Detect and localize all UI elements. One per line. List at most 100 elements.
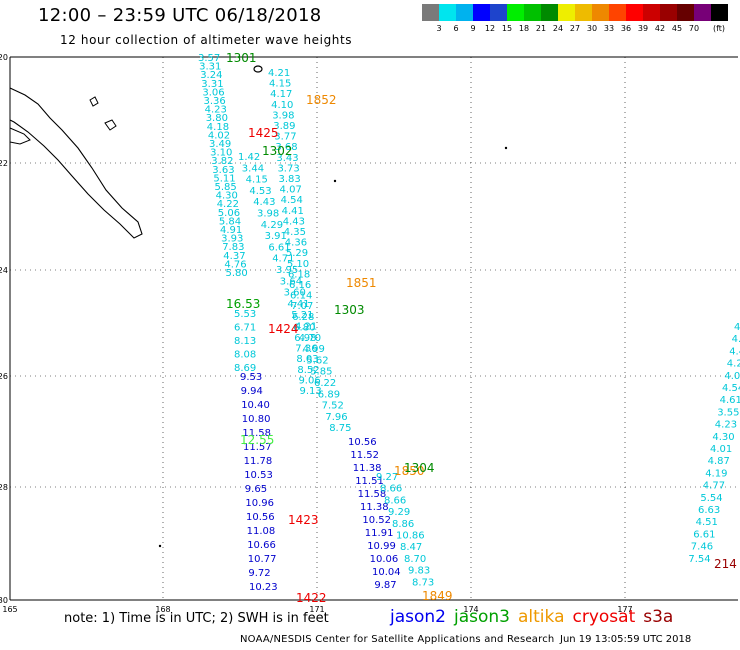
swh-value: 8.66 bbox=[380, 484, 402, 495]
swh-value: 4.29 bbox=[261, 220, 283, 231]
swh-value: 11.08 bbox=[247, 526, 276, 537]
swh-value: 10.86 bbox=[396, 531, 425, 542]
swh-value: 4.43 bbox=[729, 346, 740, 357]
legend-label: 18 bbox=[518, 24, 530, 33]
swh-value: 3.31 bbox=[199, 62, 221, 73]
swh-value: 3.24 bbox=[200, 70, 222, 81]
coastline-island bbox=[253, 65, 263, 73]
swh-value: 3.73 bbox=[277, 163, 299, 174]
swh-value: 5.06 bbox=[218, 208, 240, 219]
swh-value: 10.99 bbox=[367, 541, 396, 552]
legend-swatch bbox=[439, 4, 456, 21]
lat-tick-label: -24 bbox=[0, 266, 8, 275]
legend-label: 27 bbox=[569, 24, 581, 33]
swh-value: 8.70 bbox=[404, 554, 426, 565]
time-label: 1849 bbox=[422, 589, 453, 603]
swh-value: 3.91 bbox=[265, 231, 287, 242]
time-label: 1851 bbox=[346, 276, 377, 290]
swh-value: 4.87 bbox=[708, 456, 730, 467]
swh-value: 9.65 bbox=[245, 484, 267, 495]
legend-swatch bbox=[575, 4, 592, 21]
swh-value: 4.99 bbox=[303, 344, 325, 355]
swh-value: 4.07 bbox=[280, 185, 302, 196]
swh-value: 10.23 bbox=[249, 582, 278, 593]
legend-label: 24 bbox=[552, 24, 564, 33]
legend-label: 15 bbox=[501, 24, 513, 33]
legend-swatch bbox=[711, 4, 728, 21]
swh-value: 3.64 bbox=[280, 276, 302, 287]
legend-swatch bbox=[677, 4, 694, 21]
map-title: 12:00 – 23:59 UTC 06/18/2018 bbox=[38, 5, 322, 26]
legend-swatch bbox=[541, 4, 558, 21]
legend-swatch bbox=[490, 4, 507, 21]
swh-value: 6.16 bbox=[289, 280, 311, 291]
swh-value: 5.29 bbox=[286, 248, 308, 259]
swh-value: 6.80 bbox=[293, 322, 315, 333]
swh-value: 4.23 bbox=[715, 420, 737, 431]
swh-value: 3.44 bbox=[242, 163, 264, 174]
swh-value: 5.54 bbox=[700, 493, 722, 504]
swh-value: 11.78 bbox=[244, 456, 273, 467]
legend-swatch bbox=[524, 4, 541, 21]
swh-value: 4.28 bbox=[727, 359, 740, 370]
swh-value: 4.18 bbox=[207, 122, 229, 133]
time-label: 1301 bbox=[226, 51, 257, 65]
swh-value: 11.91 bbox=[365, 528, 394, 539]
swh-value: 6.63 bbox=[698, 505, 720, 516]
legend-label: 6 bbox=[453, 24, 459, 33]
legend-swatch bbox=[609, 4, 626, 21]
swh-value: 7.96 bbox=[325, 412, 347, 423]
swh-value: 8.69 bbox=[234, 363, 256, 374]
time-label: 1422 bbox=[296, 591, 327, 605]
swh-value: 4.37 bbox=[223, 251, 245, 262]
swh-value: 7.54 bbox=[688, 554, 710, 565]
swh-value: 9.83 bbox=[408, 566, 430, 577]
lat-tick-label: -26 bbox=[0, 372, 8, 381]
swh-value: 3.83 bbox=[279, 174, 301, 185]
swh-value: 11.38 bbox=[360, 502, 389, 513]
color-legend: 3 6 9 12 15 18 21 24 27 30 33 36 39 42 45 70 (ft) bbox=[422, 4, 728, 38]
swh-value: 4.01 bbox=[724, 371, 740, 382]
swh-value: 10.06 bbox=[370, 554, 399, 565]
lon-tick-label: 168 bbox=[155, 605, 170, 614]
coastline-islet bbox=[504, 146, 508, 150]
swh-value: 5.53 bbox=[234, 309, 256, 320]
swh-value: 3.10 bbox=[210, 148, 232, 159]
satellite-name: s3a bbox=[643, 607, 674, 627]
satellite-name: cryosat bbox=[572, 607, 636, 627]
legend-label: 33 bbox=[603, 24, 615, 33]
swh-value: 10.80 bbox=[242, 414, 271, 425]
swh-value: 4.43 bbox=[253, 197, 275, 208]
swh-value: 1.42 bbox=[238, 152, 260, 163]
legend-swatch bbox=[456, 4, 473, 21]
swh-value: 7.36 bbox=[295, 344, 317, 355]
swh-value: 3.80 bbox=[206, 113, 228, 124]
swh-value: 10.40 bbox=[241, 400, 270, 411]
swh-value: 4.36 bbox=[285, 238, 307, 249]
legend-label: 12 bbox=[484, 24, 496, 33]
swh-value: 6.71 bbox=[234, 323, 256, 334]
swh-value: 3.60 bbox=[284, 288, 306, 299]
swh-value: 4.21 bbox=[295, 322, 317, 333]
satellite-name: jason3 bbox=[454, 607, 510, 627]
swh-value: 4.54 bbox=[281, 195, 303, 206]
swh-value: 5.85 bbox=[215, 182, 237, 193]
legend-label: 30 bbox=[586, 24, 598, 33]
coastline-islet bbox=[333, 179, 337, 183]
swh-value: 3.43 bbox=[276, 153, 298, 164]
satellite-name: jason2 bbox=[390, 607, 446, 627]
swh-value: 4.57 bbox=[734, 322, 740, 333]
swh-value: 3.06 bbox=[202, 87, 224, 98]
swh-value: 3.82 bbox=[211, 156, 233, 167]
legend-swatch bbox=[643, 4, 660, 21]
swh-value: 4.02 bbox=[208, 130, 230, 141]
lon-tick-label: 165 bbox=[2, 605, 17, 614]
swh-value: 6.28 bbox=[292, 312, 314, 323]
legend-label: 39 bbox=[637, 24, 649, 33]
legend-swatch bbox=[507, 4, 524, 21]
swh-value: 4.51 bbox=[696, 517, 718, 528]
legend-label: 42 bbox=[654, 24, 666, 33]
swh-value: 8.86 bbox=[392, 519, 414, 530]
swh-value: 10.04 bbox=[372, 567, 401, 578]
swh-value: 4.15 bbox=[269, 79, 291, 90]
